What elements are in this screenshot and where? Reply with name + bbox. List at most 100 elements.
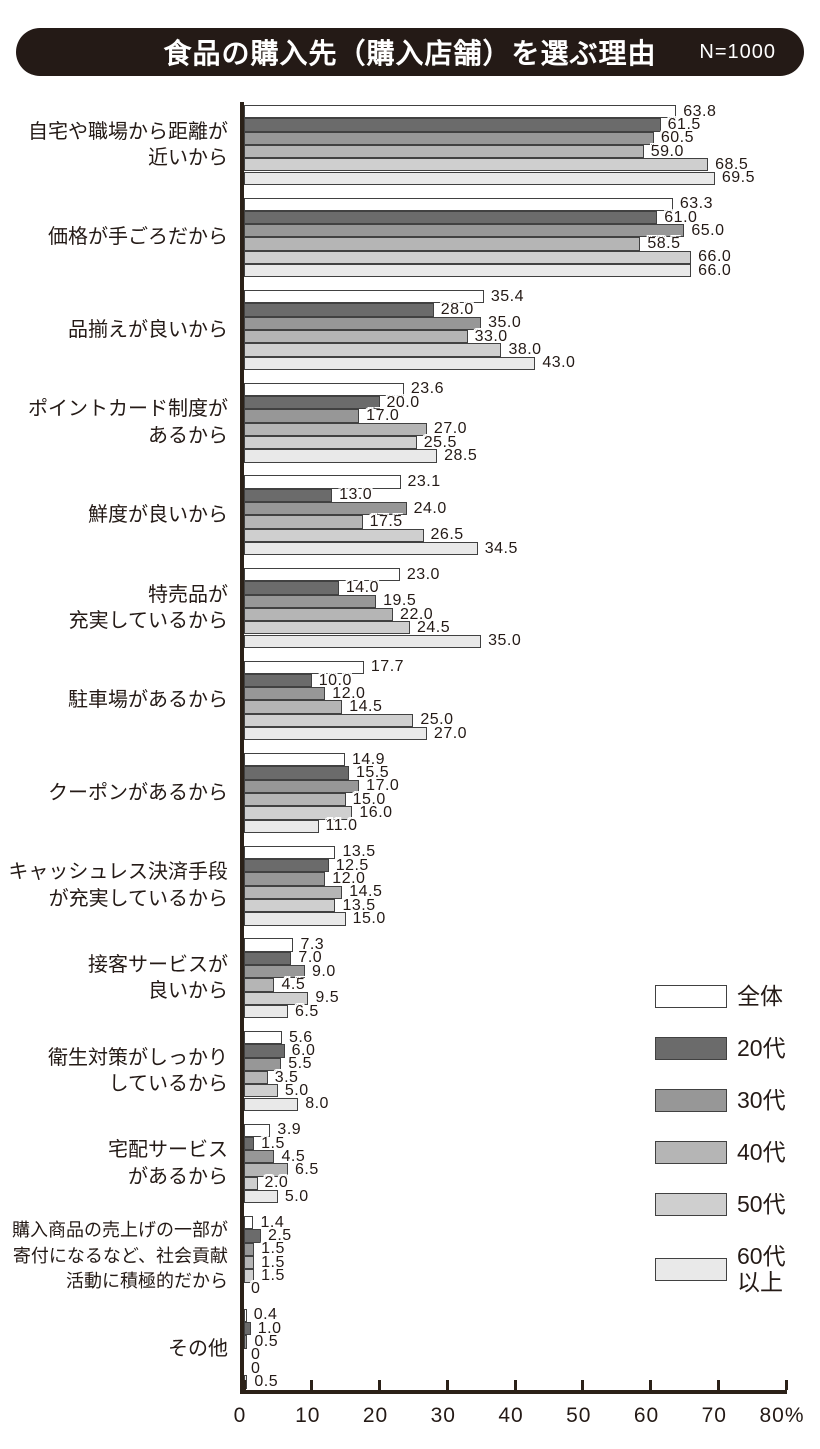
category-label: 特売品が 充実しているから bbox=[68, 583, 228, 632]
bar-row: 61.0 bbox=[244, 209, 787, 226]
bar-value-label: 27.0 bbox=[433, 420, 468, 438]
bar-row: 2.5 bbox=[244, 1227, 787, 1244]
x-axis-tick-label: 0 bbox=[233, 1404, 247, 1427]
bar-row: 43.0 bbox=[244, 354, 787, 371]
bar-value-label: 15.5 bbox=[356, 764, 390, 782]
bar-row: 25.0 bbox=[244, 711, 787, 729]
bar-value-label: 0.4 bbox=[253, 1306, 278, 1324]
bar-value-label: 11.0 bbox=[325, 817, 358, 835]
bar-row: 69.5 bbox=[244, 169, 787, 186]
bar-row: 16.0 bbox=[244, 804, 787, 821]
bar-value-label: 26.5 bbox=[430, 526, 464, 544]
x-axis-tick-label: 60 bbox=[633, 1404, 660, 1427]
category-label: 宅配サービス があるから bbox=[108, 1139, 228, 1188]
bar-group: 63.8 61.5 60.5 59.0 68.5 69.5 bbox=[244, 103, 787, 186]
bar-row: 5.0 bbox=[244, 1082, 787, 1099]
bar-30代 bbox=[244, 131, 654, 145]
bar-row: 68.5 bbox=[244, 156, 787, 173]
bar-60代以上 bbox=[244, 449, 438, 463]
bar-20代 bbox=[244, 859, 329, 873]
bar-20代 bbox=[244, 1322, 251, 1336]
bar-value-label: 66.0 bbox=[698, 261, 732, 279]
bar-20代 bbox=[244, 488, 333, 502]
bar-value-label: 38.0 bbox=[508, 341, 542, 359]
bar-row: 35.4 bbox=[244, 288, 787, 305]
category-label: ポイントカード制度が あるから bbox=[28, 398, 228, 447]
category-label: 衛生対策がしっかり しているから bbox=[48, 1046, 228, 1095]
bar-60代以上 bbox=[244, 1190, 278, 1204]
legend-item: 30代 bbox=[655, 1087, 786, 1113]
bar-row: 14.5 bbox=[244, 698, 787, 716]
bar-value-label: 1.5 bbox=[261, 1134, 285, 1152]
bar-value-label: 5.6 bbox=[288, 1028, 313, 1046]
bar-value-label: 25.0 bbox=[420, 711, 454, 729]
bar-value-label: 15.0 bbox=[352, 909, 386, 927]
category-label: クーポンがあるから bbox=[48, 781, 228, 804]
x-axis-tick bbox=[242, 1380, 246, 1390]
bar-row: 6.5 bbox=[244, 1003, 787, 1020]
bar-value-label: 23.0 bbox=[406, 565, 440, 583]
bar-value-label: 20.0 bbox=[386, 393, 420, 411]
bar-value-label: 14.5 bbox=[349, 698, 383, 716]
bar-30代 bbox=[244, 872, 326, 886]
bar-40代 bbox=[244, 515, 363, 529]
bar-value-label: 33.0 bbox=[474, 327, 508, 345]
bar-30代 bbox=[244, 964, 305, 979]
bar-row: 28.5 bbox=[244, 447, 787, 464]
bar-20代 bbox=[244, 1229, 261, 1243]
bar-group: 0.4 1.0 0.5 0 0 0.5 bbox=[244, 1306, 787, 1390]
category-label: 自宅や職場から距離が 近いから bbox=[28, 120, 228, 169]
bar-40代 bbox=[244, 1256, 255, 1270]
bar-value-label: 17.7 bbox=[370, 658, 405, 676]
bar-row: 1.5 bbox=[244, 1134, 787, 1152]
x-axis-tick bbox=[513, 1380, 517, 1390]
bar-row: 0.4 bbox=[244, 1306, 787, 1324]
bar-row: 12.0 bbox=[244, 685, 787, 702]
bar-row: 23.0 bbox=[244, 565, 787, 583]
bar-value-label: 1.0 bbox=[257, 1319, 282, 1337]
legend-item: 60代 以上 bbox=[655, 1243, 786, 1296]
bar-row: 14.0 bbox=[244, 579, 787, 596]
bar-row: 60.5 bbox=[244, 129, 787, 146]
bar-20代 bbox=[244, 673, 312, 688]
bar-row: 6.0 bbox=[244, 1042, 787, 1059]
bar-row: 15.0 bbox=[244, 791, 787, 808]
bar-row: 9.5 bbox=[244, 989, 787, 1006]
bar-value-label: 24.0 bbox=[413, 499, 447, 517]
bar-30代 bbox=[244, 779, 360, 794]
bar-row: 38.0 bbox=[244, 341, 787, 359]
bar-全体 bbox=[244, 1308, 247, 1323]
bar-40代 bbox=[244, 607, 394, 622]
bar-50代 bbox=[244, 1084, 278, 1098]
bar-value-label: 25.5 bbox=[423, 433, 457, 451]
bar-row: 28.0 bbox=[244, 301, 787, 318]
bar-row: 24.0 bbox=[244, 499, 787, 517]
bar-30代 bbox=[244, 1242, 255, 1257]
bar-row: 3.5 bbox=[244, 1069, 787, 1086]
bar-40代 bbox=[244, 700, 343, 714]
bar-row: 1.5 bbox=[244, 1267, 787, 1284]
bar-value-label: 17.5 bbox=[369, 512, 403, 530]
bar-row: 1.0 bbox=[244, 1319, 787, 1337]
category-label: 購入商品の売上げの一部が 寄付になるなど、社会貢献 活動に積極的だから bbox=[12, 1220, 228, 1291]
bar-20代 bbox=[244, 210, 658, 225]
x-axis-tick-label: 70 bbox=[701, 1404, 727, 1427]
bar-row: 5.0 bbox=[244, 1188, 787, 1205]
bar-row: 7.0 bbox=[244, 949, 787, 966]
bar-row: 26.5 bbox=[244, 526, 787, 544]
bar-value-label: 13.0 bbox=[339, 486, 373, 504]
bar-20代 bbox=[244, 1044, 285, 1058]
bar-20代 bbox=[244, 581, 339, 595]
bar-value-label: 13.5 bbox=[342, 843, 376, 861]
bar-50代 bbox=[244, 1176, 258, 1191]
bar-row: 23.1 bbox=[244, 473, 787, 490]
x-axis-tick-label: 40 bbox=[498, 1404, 524, 1427]
bar-value-label: 0 bbox=[251, 1359, 261, 1377]
bar-全体 bbox=[244, 1031, 282, 1045]
bar-value-label: 2.0 bbox=[264, 1174, 289, 1192]
bar-group: 1.4 2.5 1.5 1.5 1.5 0 bbox=[244, 1214, 787, 1297]
bar-group: 13.5 12.5 12.0 14.5 13.5 15.0 bbox=[244, 843, 787, 927]
bar-row: 0 bbox=[244, 1280, 787, 1297]
plot-area: 63.8 61.5 60.5 59.0 68.5 69.5 63.3 61.0 65.0 58.5… bbox=[240, 102, 788, 1394]
legend-label: 50代 bbox=[737, 1191, 786, 1217]
